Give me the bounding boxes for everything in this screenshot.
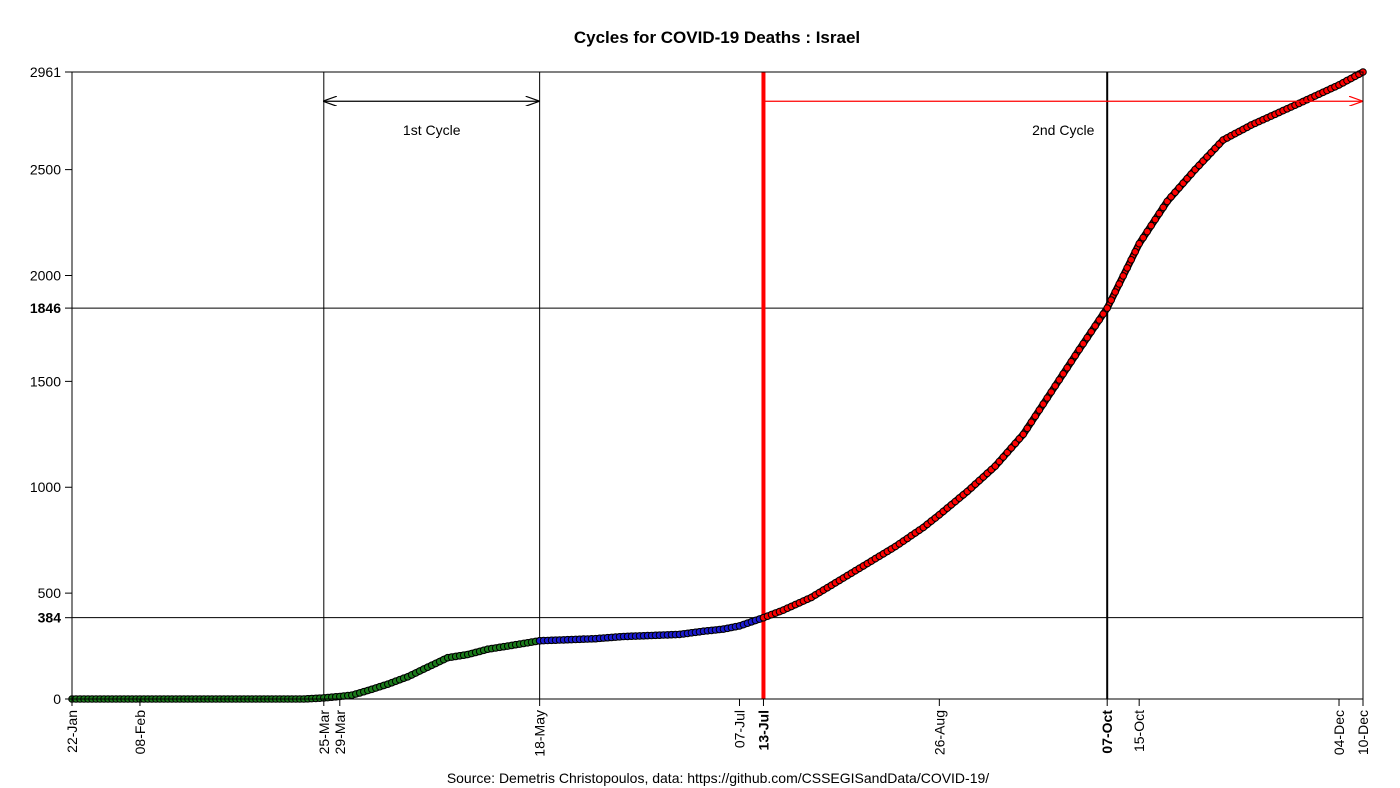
series-line-2 xyxy=(761,70,1365,620)
data-point xyxy=(1087,328,1095,336)
data-point xyxy=(1127,256,1135,264)
data-point xyxy=(1115,280,1123,288)
cycle-label-2: 2nd Cycle xyxy=(1032,122,1094,138)
x-tick-label: 07-Oct xyxy=(1099,710,1115,754)
y-tick-label: 0 xyxy=(53,691,61,707)
data-point xyxy=(1111,288,1119,296)
data-point xyxy=(1131,248,1139,256)
data-point xyxy=(1135,239,1143,248)
series-2 xyxy=(759,68,1367,622)
x-tick-label: 04-Dec xyxy=(1331,710,1347,755)
data-point xyxy=(1043,394,1051,402)
data-point xyxy=(1039,400,1047,408)
x-tick-label: 08-Feb xyxy=(132,710,148,755)
data-point xyxy=(1139,233,1147,242)
data-point xyxy=(1151,215,1159,224)
data-point xyxy=(1123,264,1131,272)
data-point xyxy=(1159,203,1167,212)
y-tick-label: 500 xyxy=(38,585,62,601)
data-point xyxy=(1023,424,1032,433)
y-tick-label: 2000 xyxy=(30,267,61,283)
guide-lines xyxy=(72,72,1363,699)
x-tick-label: 10-Dec xyxy=(1355,710,1371,755)
data-point xyxy=(1119,272,1127,280)
x-tick-label: 13-Jul xyxy=(756,710,772,750)
data-point xyxy=(1147,221,1155,230)
data-point xyxy=(1143,227,1151,236)
data-point xyxy=(1067,357,1075,366)
data-point xyxy=(1019,430,1028,439)
data-point xyxy=(1047,388,1055,396)
x-tick-label: 26-Aug xyxy=(931,710,947,755)
x-tick-label: 29-Mar xyxy=(332,710,348,755)
data-point xyxy=(1059,370,1067,378)
series-0 xyxy=(68,637,544,703)
data-point xyxy=(1095,316,1103,324)
series-outline-0 xyxy=(68,637,544,703)
chart-title: Cycles for COVID-19 Deaths : Israel xyxy=(574,28,860,47)
data-series xyxy=(68,68,1367,703)
data-point xyxy=(1075,345,1083,354)
data-point xyxy=(1099,310,1107,318)
y-tick-label: 384 xyxy=(38,610,62,626)
cycle-annotations: 1st Cycle 2nd Cycle xyxy=(324,101,1362,138)
axes: 0 384 500 1000 1500 1846 2000 2500 2961 22-Jan 08-… xyxy=(30,64,1371,757)
data-point xyxy=(1063,364,1071,372)
data-point xyxy=(1155,209,1163,218)
x-tick-label: 18-May xyxy=(532,710,548,757)
data-point xyxy=(1051,382,1059,390)
y-tick-label: 2961 xyxy=(30,64,61,80)
data-point xyxy=(1079,339,1087,348)
data-point xyxy=(1071,351,1079,360)
x-tick-label: 25-Mar xyxy=(316,710,332,755)
cycle-label-1: 1st Cycle xyxy=(403,122,461,138)
y-tick-label: 1846 xyxy=(30,300,61,316)
series-1 xyxy=(535,613,768,645)
x-tick-label: 07-Jul xyxy=(732,710,748,748)
data-point xyxy=(1107,296,1115,304)
plot-frame xyxy=(71,71,1364,700)
series-outline-2 xyxy=(760,68,1367,622)
data-point xyxy=(1083,333,1091,342)
x-tick-label: 15-Oct xyxy=(1131,710,1147,752)
data-point xyxy=(1055,376,1063,384)
y-tick-label: 2500 xyxy=(30,162,61,178)
x-tick-label: 22-Jan xyxy=(64,710,80,753)
data-point xyxy=(1027,418,1036,427)
data-point xyxy=(1035,406,1044,414)
series-line-0 xyxy=(70,638,542,701)
data-point xyxy=(1031,412,1040,421)
source-note: Source: Demetris Christopoulos, data: ht… xyxy=(447,770,989,786)
data-point xyxy=(1103,304,1111,312)
y-tick-label: 1500 xyxy=(30,373,61,389)
y-tick-label: 1000 xyxy=(30,479,61,495)
data-point xyxy=(1091,322,1099,330)
